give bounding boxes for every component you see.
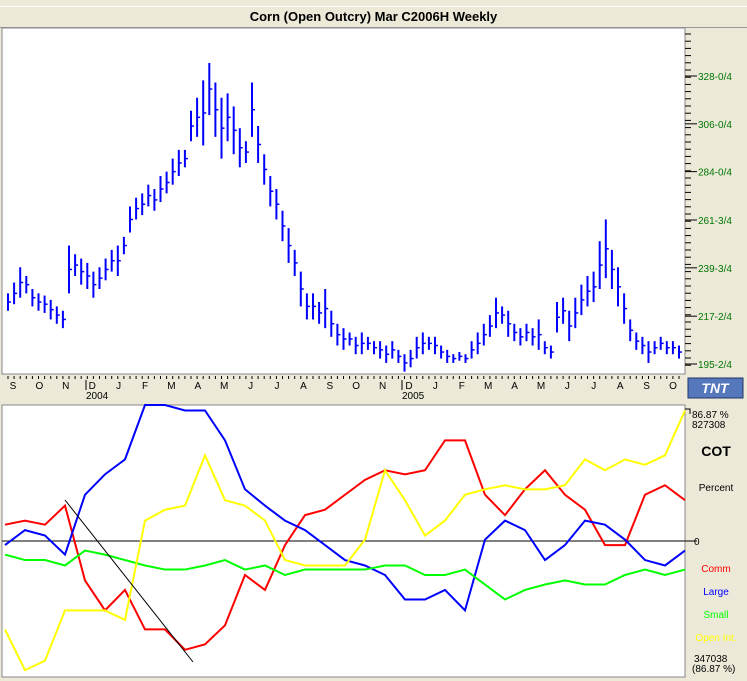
month-label: A (511, 381, 518, 392)
month-label: F (142, 381, 148, 392)
legend-small: Small (703, 610, 728, 621)
month-label: A (194, 381, 201, 392)
y-tick-label: 306-0/4 (698, 120, 732, 131)
zero-label: 0 (694, 537, 700, 548)
series-line-comm (4, 439, 686, 651)
y-tick-label: 261-3/4 (698, 216, 732, 227)
y-tick-label: 195-2/4 (698, 360, 732, 371)
year-label: 2005 (402, 391, 425, 402)
series-line-openint (4, 410, 686, 672)
percent-label: Percent (699, 483, 734, 494)
legend-comm: Comm (701, 564, 730, 575)
month-label: D (405, 381, 412, 392)
month-label: M (220, 381, 228, 392)
month-label: N (62, 381, 69, 392)
month-label: J (591, 381, 596, 392)
month-label: J (275, 381, 280, 392)
trend-line (64, 499, 194, 663)
month-label: J (565, 381, 570, 392)
month-label: A (617, 381, 624, 392)
month-label: M (537, 381, 545, 392)
time-axis (2, 375, 685, 403)
y-tick-label: 284-0/4 (698, 168, 732, 179)
month-label: J (433, 381, 438, 392)
tnt-logo (687, 377, 744, 399)
month-label: S (643, 381, 650, 392)
month-label: D (89, 381, 96, 392)
top-value: 827308 (692, 420, 726, 431)
top-bracket (685, 408, 691, 414)
y-tick-label: 217-2/4 (698, 312, 732, 323)
month-label: A (300, 381, 307, 392)
top-percent: 86.87 % (692, 410, 729, 421)
bottom-percent: (86.87 %) (692, 664, 735, 675)
month-label: N (379, 381, 386, 392)
month-label: O (36, 381, 44, 392)
month-label: M (484, 381, 492, 392)
month-label: S (326, 381, 333, 392)
series-line-large (4, 404, 686, 613)
price-panel (1, 27, 686, 375)
series-line-small (4, 549, 686, 601)
y-tick-label: 328-0/4 (698, 72, 732, 83)
y-tick-label: 239-3/4 (698, 264, 732, 275)
cot-label: COT (701, 443, 731, 459)
month-label: M (167, 381, 175, 392)
month-label: J (248, 381, 253, 392)
month-label: O (669, 381, 677, 392)
year-label: 2004 (86, 391, 109, 402)
month-label: S (10, 381, 17, 392)
legend-openint: Open Int. (695, 633, 736, 644)
tnt-logo-text: TNT (701, 380, 730, 396)
month-label: O (352, 381, 360, 392)
legend-large: Large (703, 587, 729, 598)
month-label: F (459, 381, 465, 392)
month-label: J (116, 381, 121, 392)
bottom-value: 347038 (694, 654, 728, 665)
